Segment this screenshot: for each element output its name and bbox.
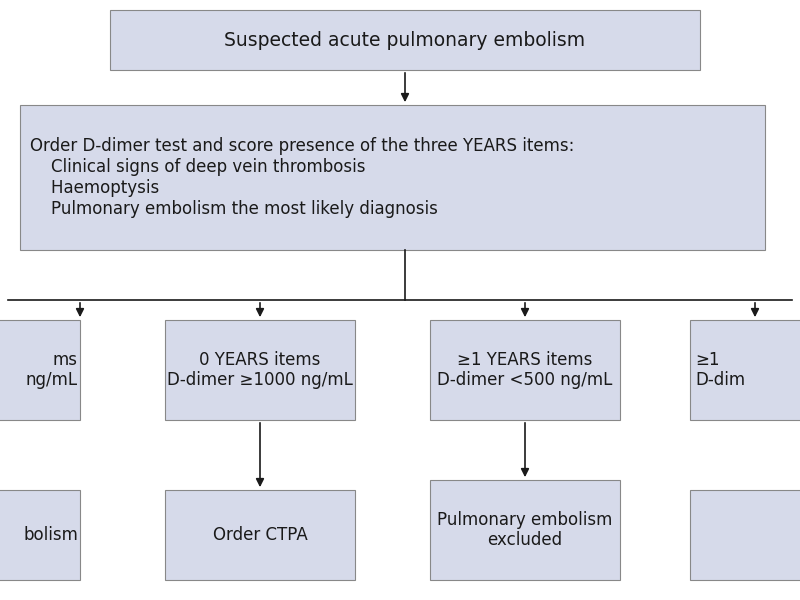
FancyBboxPatch shape	[690, 490, 800, 580]
FancyBboxPatch shape	[690, 320, 800, 420]
Text: ≥1
D-dim: ≥1 D-dim	[695, 350, 745, 389]
FancyBboxPatch shape	[0, 320, 80, 420]
Text: 0 YEARS items
D-dimer ≥1000 ng/mL: 0 YEARS items D-dimer ≥1000 ng/mL	[167, 350, 353, 389]
Text: ms
ng/mL: ms ng/mL	[26, 350, 78, 389]
Text: Order D-dimer test and score presence of the three YEARS items:
    Clinical sig: Order D-dimer test and score presence of…	[30, 137, 574, 218]
Text: Pulmonary embolism
excluded: Pulmonary embolism excluded	[438, 511, 613, 550]
Text: bolism: bolism	[23, 526, 78, 544]
FancyBboxPatch shape	[430, 480, 620, 580]
Text: Order CTPA: Order CTPA	[213, 526, 307, 544]
Text: ≥1 YEARS items
D-dimer <500 ng/mL: ≥1 YEARS items D-dimer <500 ng/mL	[438, 350, 613, 389]
FancyBboxPatch shape	[20, 105, 765, 250]
FancyBboxPatch shape	[165, 490, 355, 580]
FancyBboxPatch shape	[0, 490, 80, 580]
FancyBboxPatch shape	[165, 320, 355, 420]
Text: Suspected acute pulmonary embolism: Suspected acute pulmonary embolism	[225, 31, 586, 49]
FancyBboxPatch shape	[430, 320, 620, 420]
FancyBboxPatch shape	[110, 10, 700, 70]
